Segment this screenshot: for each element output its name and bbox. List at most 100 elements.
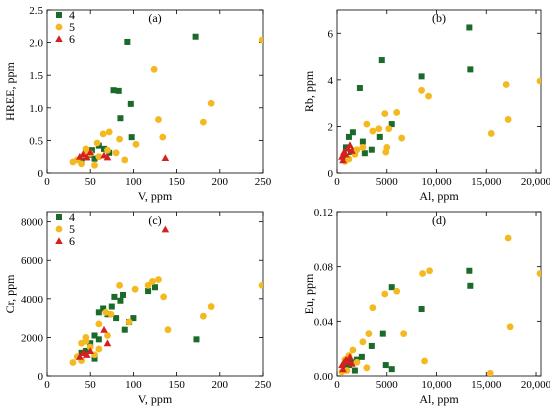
point-series-5	[207, 303, 215, 310]
point-series-5	[393, 287, 401, 295]
point-series-5	[381, 110, 389, 118]
point-series-5	[104, 146, 111, 154]
legend-marker-4	[56, 12, 62, 18]
point-series-4	[145, 288, 152, 295]
point-series-5	[104, 332, 111, 339]
y-tick-label: 1.5	[29, 70, 43, 82]
data-points	[338, 234, 541, 376]
legend-marker-6	[55, 35, 63, 43]
y-tick-label: 2.5	[29, 5, 43, 17]
point-series-5	[121, 156, 129, 164]
x-tick-label: 100	[125, 176, 142, 188]
point-series-4	[345, 362, 352, 369]
point-series-5	[426, 267, 433, 275]
y-tick-label: 0	[328, 168, 334, 180]
point-series-4	[87, 340, 94, 347]
panel-letter: (b)	[432, 11, 446, 25]
x-axis-label: Al, ppm	[419, 189, 459, 203]
point-series-6	[100, 325, 108, 333]
data-points	[69, 33, 263, 169]
point-series-5	[82, 337, 90, 345]
point-series-4	[117, 115, 124, 122]
point-series-6	[82, 350, 91, 358]
y-tick-label: 2	[328, 121, 334, 133]
point-series-5	[363, 120, 371, 128]
point-series-6	[346, 353, 354, 360]
point-series-4	[467, 66, 474, 73]
legend-marker-6	[55, 237, 63, 245]
point-series-5	[536, 270, 541, 277]
point-series-4	[117, 297, 124, 304]
data-points	[338, 24, 541, 165]
y-axis-label: HREE, ppm	[3, 62, 17, 121]
y-tick-label: 0.00	[314, 371, 334, 383]
point-series-5	[102, 308, 110, 316]
point-series-5	[91, 161, 98, 169]
point-series-4	[115, 87, 122, 94]
y-tick-label: 0.5	[29, 135, 43, 147]
plot-frame	[46, 211, 264, 377]
point-series-4	[467, 282, 474, 289]
point-series-6	[344, 357, 352, 365]
point-series-5	[149, 278, 156, 285]
x-tick-label: 10,000	[421, 176, 452, 188]
y-tick-label: 0.08	[314, 262, 334, 274]
point-series-5	[159, 133, 167, 141]
point-series-4	[91, 332, 98, 339]
x-tick-label: 15,000	[471, 176, 502, 188]
point-series-4	[111, 293, 118, 300]
x-tick-label: 0	[334, 176, 340, 188]
point-series-4	[359, 138, 366, 145]
x-tick-label: 0	[44, 176, 50, 188]
legend-label-4: 4	[69, 8, 75, 22]
point-series-5	[382, 148, 390, 156]
data-points	[69, 225, 263, 366]
legend-label-6: 6	[69, 234, 75, 248]
legend-marker-4	[56, 214, 62, 220]
x-tick-label: 0	[334, 379, 340, 391]
point-series-6	[348, 359, 356, 367]
plot-frame	[336, 9, 542, 174]
point-series-4	[121, 326, 128, 333]
x-tick-label: 20,000	[521, 379, 550, 391]
point-series-4	[418, 306, 425, 313]
point-series-5	[207, 99, 215, 107]
point-series-4	[130, 315, 137, 322]
y-tick-label: 8000	[21, 217, 44, 229]
point-series-4	[378, 57, 385, 64]
point-series-5	[93, 139, 101, 147]
point-series-4	[192, 33, 199, 40]
point-series-5	[343, 367, 351, 374]
x-tick-label: 5000	[376, 176, 399, 188]
point-series-4	[342, 144, 349, 151]
point-series-5	[418, 86, 425, 94]
x-tick-label: 5000	[376, 379, 399, 391]
point-series-5	[160, 293, 168, 301]
point-series-6	[344, 144, 352, 152]
point-series-5	[199, 312, 207, 320]
x-tick-label: 10,000	[421, 379, 452, 391]
point-series-5	[381, 290, 389, 298]
point-series-5	[502, 81, 510, 88]
y-tick-label: 1.0	[29, 103, 43, 115]
point-series-4	[127, 100, 134, 107]
point-series-4	[108, 303, 115, 310]
point-series-4	[361, 150, 368, 157]
point-series-4	[388, 366, 395, 373]
panel-letter: (d)	[432, 213, 446, 227]
point-series-4	[82, 347, 89, 354]
point-series-4	[382, 362, 389, 369]
point-series-6	[76, 152, 84, 160]
point-series-4	[379, 330, 386, 337]
point-series-6	[86, 347, 94, 354]
panel-a: 0 50 100 150 200 250 0 0.5 1.0 1.5 2.0 2.5 V, ppm HRE…	[3, 5, 272, 203]
y-axis-label: Eu, ppm	[302, 273, 316, 314]
point-series-5	[369, 127, 377, 135]
x-tick-label: 50	[85, 176, 97, 188]
point-series-5	[506, 323, 514, 331]
point-series-5	[385, 125, 393, 133]
point-series-4	[100, 305, 107, 312]
point-series-4	[88, 147, 95, 154]
panel-letter: (c)	[148, 213, 161, 227]
legend-marker-5	[55, 225, 63, 233]
